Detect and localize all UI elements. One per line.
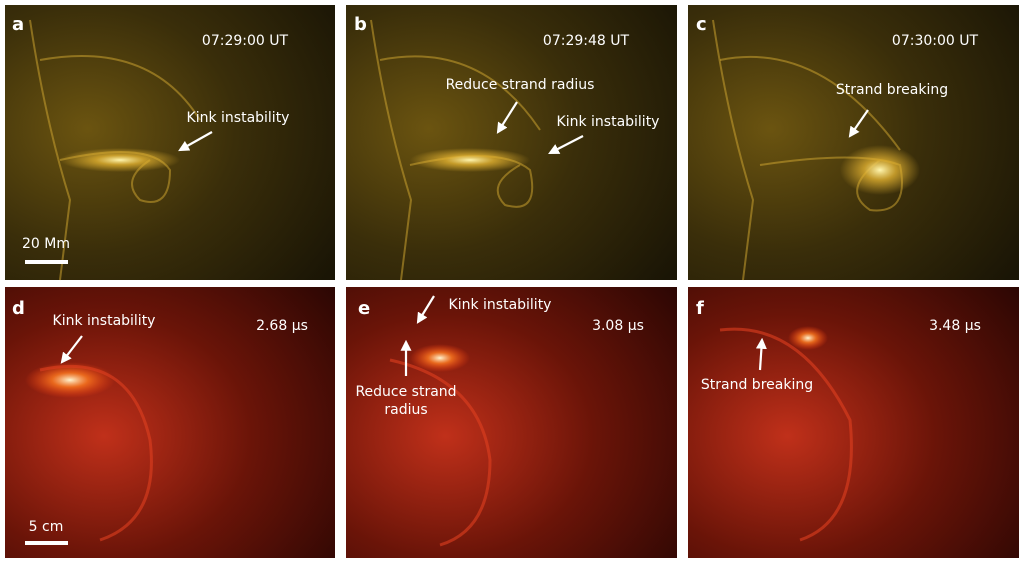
panel-label: e (358, 298, 370, 319)
timestamp: 07:30:00 UT (892, 33, 979, 49)
timestamp: 3.08 µs (592, 318, 644, 334)
timestamp: 3.48 µs (929, 318, 981, 334)
annotation: Strand breaking (701, 377, 813, 393)
arrow (60, 335, 83, 364)
bright-features (25, 145, 920, 398)
arrow (848, 109, 869, 138)
panel-label: f (696, 298, 704, 319)
solar-loops (29, 19, 903, 281)
arrow (548, 135, 584, 155)
annotation: Reduce strand (355, 384, 456, 400)
annotation: Reduce strand radius (446, 77, 595, 93)
arrow (496, 101, 518, 134)
panel-label: b (354, 14, 367, 35)
annotation: Strand breaking (836, 82, 948, 98)
annotation: Kink instability (449, 297, 552, 313)
annotation: Kink instability (187, 110, 290, 126)
plasma-loops (39, 327, 853, 547)
panel-label: c (696, 14, 707, 35)
annotation: radius (384, 402, 427, 418)
annotation: Kink instability (53, 313, 156, 329)
panel-label: a (12, 14, 24, 35)
timestamp: 07:29:00 UT (202, 33, 289, 49)
timestamp: 07:29:48 UT (543, 33, 630, 49)
annotation: Kink instability (557, 114, 660, 130)
arrow (755, 337, 767, 371)
panel-backgrounds (5, 5, 1019, 558)
arrow (178, 131, 213, 152)
timestamp: 2.68 µs (256, 318, 308, 334)
arrow (416, 295, 435, 324)
scale-bar-label: 5 cm (29, 519, 64, 535)
scale-bar-label: 20 Mm (22, 236, 70, 252)
panel-label: d (12, 298, 25, 319)
